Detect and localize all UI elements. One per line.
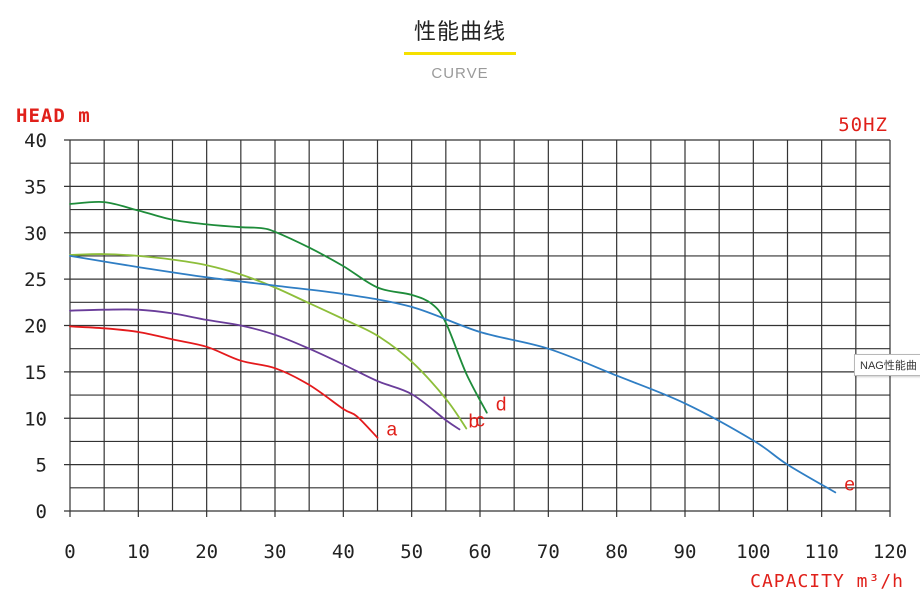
y-tick-label: 10 [24, 408, 47, 430]
title-block: 性能曲线 CURVE [0, 14, 920, 82]
y-tick-label: 5 [36, 455, 47, 477]
x-tick-label: 10 [127, 541, 150, 563]
chart-series [69, 200, 837, 494]
chart-axes: 0 10 20 30 40 50 60 70 80 90 100 110 120 0 5 10 15 20 25 30… [24, 130, 907, 563]
series-label-a: a [387, 420, 398, 441]
x-tick-label: 120 [873, 541, 907, 563]
y-tick-label: 0 [36, 501, 47, 523]
series-label-e: e [844, 474, 855, 495]
x-tick-label: 60 [469, 541, 492, 563]
y-tick-label: 20 [24, 316, 47, 338]
x-tick-label: 30 [264, 541, 287, 563]
y-tick-label: 30 [24, 223, 47, 245]
chart-grid [64, 139, 891, 517]
frequency-label: 50HZ [838, 114, 888, 136]
page-title: 性能曲线 [413, 20, 506, 45]
series-line-c [69, 253, 468, 430]
x-axis-title: CAPACITY m³/h [750, 571, 904, 592]
x-tick-label: 80 [605, 541, 628, 563]
series-line-b [69, 308, 461, 431]
x-tick-label: 40 [332, 541, 355, 563]
y-axis-title: HEAD m [16, 105, 91, 127]
x-tick-label: 0 [64, 541, 75, 563]
x-tick-label: 90 [674, 541, 697, 563]
series-line-d [69, 200, 488, 414]
y-tick-label: 25 [24, 269, 47, 291]
series-line-e [69, 255, 837, 494]
y-tick-label: 15 [24, 362, 47, 384]
x-tick-label: 20 [195, 541, 218, 563]
series-label-b: b [469, 411, 480, 432]
x-tick-label: 110 [805, 541, 839, 563]
title-underline [404, 52, 516, 55]
x-tick-label: 70 [537, 541, 560, 563]
x-tick-label: 100 [736, 541, 770, 563]
series-label-d: d [496, 395, 507, 416]
series-label-c: c [475, 410, 485, 431]
x-tick-label: 50 [400, 541, 423, 563]
page-subtitle: CURVE [431, 65, 489, 82]
chart-labels: HEAD m 50HZ CAPACITY m³/h a bcd e [16, 105, 904, 592]
y-tick-label: 35 [24, 176, 47, 198]
series-line-a [69, 325, 379, 439]
y-tick-label: 40 [24, 130, 47, 152]
tooltip: NAG性能曲 [854, 354, 920, 376]
